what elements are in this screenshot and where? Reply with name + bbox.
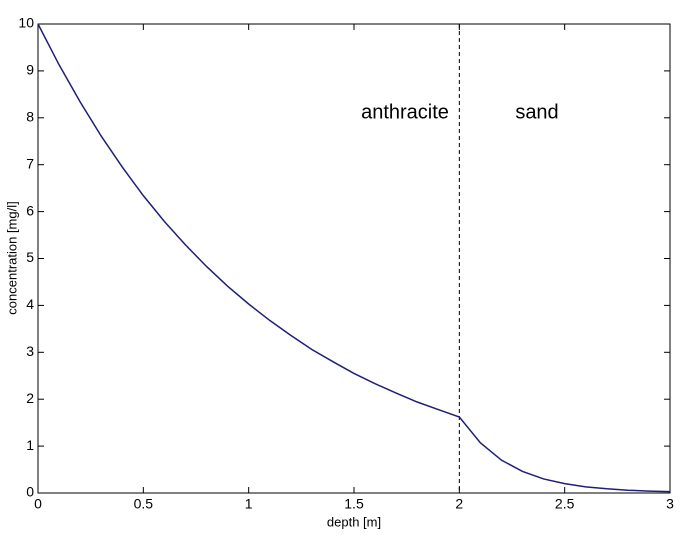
y-tick-label: 10 [18, 15, 34, 31]
y-axis-label: concentration [mg/l] [4, 201, 19, 314]
x-tick-label: 1.5 [344, 496, 364, 512]
y-tick-label: 7 [26, 155, 34, 171]
x-tick-label: 2.5 [555, 496, 575, 512]
annotation: sand [515, 101, 558, 123]
x-tick-label: 1 [245, 496, 253, 512]
x-axis-label: depth [m] [327, 514, 381, 529]
y-tick-label: 0 [26, 484, 34, 500]
annotation: anthracite [361, 101, 449, 123]
y-tick-label: 2 [26, 390, 34, 406]
x-tick-label: 0.5 [134, 496, 154, 512]
data-line [37, 23, 671, 493]
x-tick-label: 0 [34, 496, 42, 512]
y-tick-label: 9 [26, 62, 34, 78]
plot-frame [37, 23, 671, 494]
y-tick-label: 1 [26, 437, 34, 453]
y-tick-label: 4 [26, 296, 34, 312]
y-tick-label: 6 [26, 202, 34, 218]
y-tick-label: 8 [26, 109, 34, 125]
y-tick-label: 3 [26, 343, 34, 359]
x-tick-label: 3 [666, 496, 674, 512]
x-tick-label: 2 [455, 496, 463, 512]
y-tick-label: 5 [26, 249, 34, 265]
